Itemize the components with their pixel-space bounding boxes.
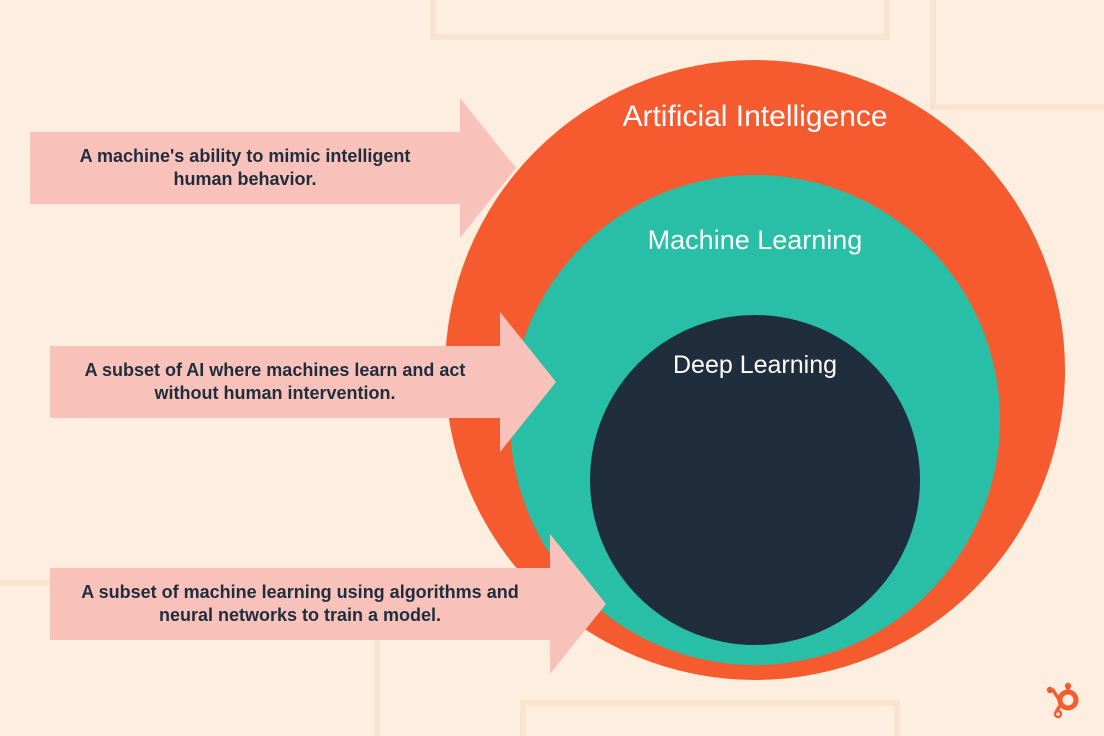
arrow-dl-desc: A subset of machine learning using algor… xyxy=(50,534,606,674)
circle-label-ml: Machine Learning xyxy=(510,225,1000,256)
decor-box xyxy=(930,0,1104,110)
arrow-head-icon xyxy=(550,534,606,674)
decor-box xyxy=(430,0,890,40)
circle-label-ai: Artificial Intelligence xyxy=(445,100,1065,134)
arrow-text-ai-desc: A machine's ability to mimic intelligent… xyxy=(30,132,460,204)
arrow-text-dl-desc: A subset of machine learning using algor… xyxy=(50,568,550,640)
arrow-head-icon xyxy=(500,312,556,452)
arrow-head-icon xyxy=(460,98,516,238)
circle-label-dl: Deep Learning xyxy=(590,351,920,380)
hubspot-logo-icon xyxy=(1044,680,1084,720)
arrow-text-ml-desc: A subset of AI where machines learn and … xyxy=(50,346,500,418)
circle-dl: Deep Learning xyxy=(590,315,920,645)
arrow-ai-desc: A machine's ability to mimic intelligent… xyxy=(30,98,516,238)
decor-box xyxy=(520,700,900,736)
infographic-canvas: Artificial Intelligence Machine Learning D… xyxy=(0,0,1104,736)
arrow-ml-desc: A subset of AI where machines learn and … xyxy=(50,312,556,452)
